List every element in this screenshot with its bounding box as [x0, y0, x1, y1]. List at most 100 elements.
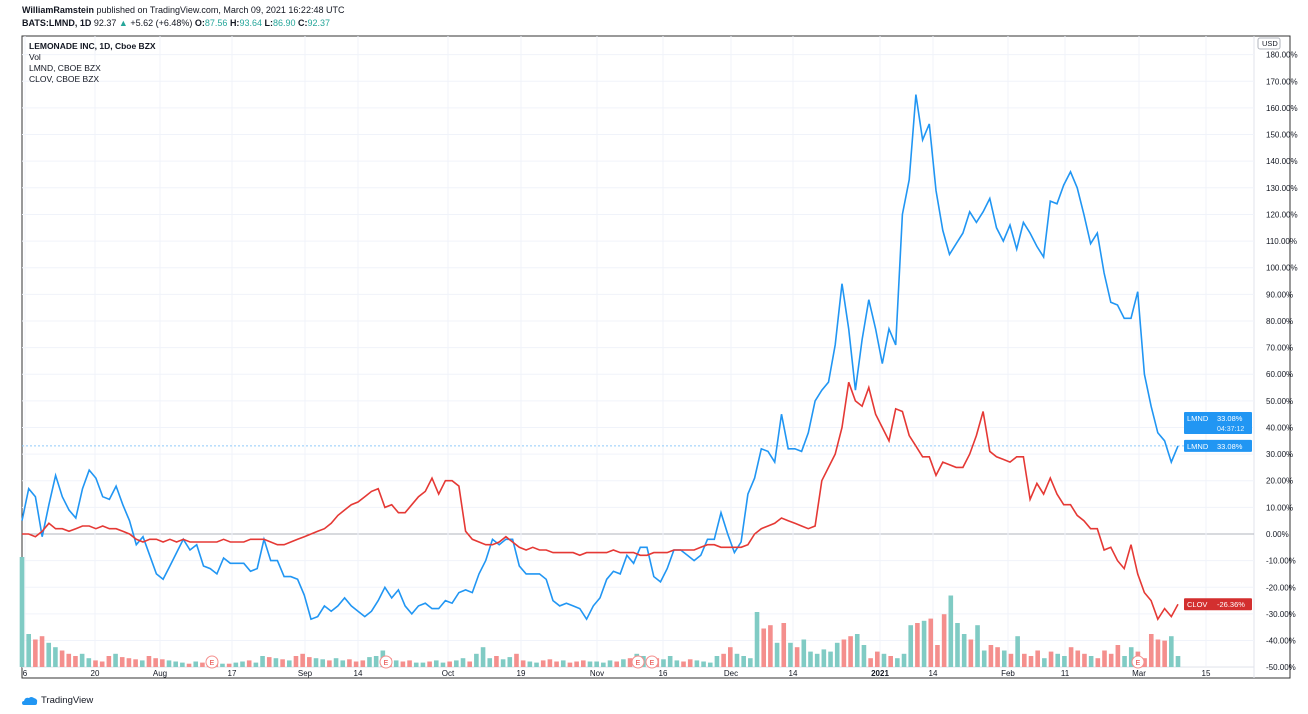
- volume-bar: [413, 662, 419, 667]
- volume-bar: [1122, 656, 1127, 667]
- volume-bar: [981, 650, 987, 667]
- author[interactable]: WilliamRamstein: [22, 5, 94, 15]
- x-tick-label: 20: [91, 669, 100, 678]
- currency-label[interactable]: USD: [1262, 39, 1278, 48]
- volume-bar: [66, 653, 72, 667]
- y-tick-label: 140.00%: [1266, 157, 1298, 166]
- volume-bar: [133, 659, 138, 667]
- volume-bar: [821, 649, 827, 667]
- lmnd-header-tag-name: LMND: [1187, 414, 1209, 423]
- tradingview-brand: TradingView: [41, 695, 94, 706]
- x-tick-label: Sep: [298, 669, 313, 678]
- y-tick-label: 30.00%: [1266, 450, 1293, 459]
- x-tick-label: 17: [228, 669, 237, 678]
- volume-bar: [861, 645, 867, 667]
- legend-clov[interactable]: CLOV, CBOE BZX: [29, 74, 100, 84]
- clov-tag: [1184, 598, 1252, 611]
- volume-bar: [280, 659, 285, 667]
- volume-bar: [988, 645, 994, 667]
- volume-bar: [814, 653, 820, 667]
- volume-bar: [534, 662, 539, 667]
- volume-bar: [433, 660, 439, 667]
- volume-bar: [667, 656, 673, 667]
- tradingview-cloud-icon: [22, 696, 38, 705]
- earnings-marker-label: E: [384, 660, 389, 667]
- y-tick-label: -50.00%: [1266, 663, 1296, 672]
- legend-lmnd[interactable]: LMND, CBOE BZX: [29, 63, 101, 73]
- volume-bar: [1048, 651, 1054, 667]
- earnings-marker-label: E: [650, 660, 655, 667]
- volume-bar: [915, 623, 920, 667]
- tradingview-logo[interactable]: TradingView: [22, 695, 93, 706]
- volume-bar: [360, 660, 366, 667]
- x-tick-label: 15: [1202, 669, 1211, 678]
- up-arrow-icon: ▲: [118, 18, 128, 28]
- low-value: 86.90: [272, 18, 296, 28]
- y-tick-label: 60.00%: [1266, 370, 1293, 379]
- volume-bar: [146, 656, 152, 667]
- x-tick-label: 14: [354, 669, 363, 678]
- volume-bar: [1082, 653, 1087, 667]
- volume-bar: [367, 657, 372, 667]
- volume-bar: [186, 663, 192, 667]
- lmnd-tag-name: LMND: [1187, 442, 1209, 451]
- legend-vol[interactable]: Vol: [29, 52, 41, 62]
- volume-bar: [200, 662, 205, 667]
- volume-bar: [266, 657, 272, 667]
- earnings-marker[interactable]: [645, 655, 659, 669]
- series-line-clov[interactable]: [22, 381, 1179, 621]
- volume-bar: [260, 656, 265, 667]
- volume-bar: [1102, 650, 1107, 667]
- earnings-marker[interactable]: [379, 655, 393, 669]
- volume-bar: [353, 661, 359, 667]
- volume-bar: [19, 557, 25, 667]
- volume-bar: [808, 651, 813, 667]
- earnings-marker[interactable]: [1131, 655, 1145, 669]
- currency-box: [1257, 37, 1281, 50]
- volume-bar: [687, 659, 693, 667]
- volume-bar: [1108, 653, 1114, 667]
- lmnd-tag: [1184, 439, 1252, 452]
- series-line-lmnd[interactable]: [21, 94, 1179, 621]
- x-tick-label: Dec: [724, 669, 738, 678]
- y-tick-label: 160.00%: [1266, 104, 1298, 113]
- volume-bar: [93, 660, 98, 667]
- volume-bar: [440, 662, 446, 667]
- volume-bar: [868, 658, 873, 667]
- volume-bar: [587, 661, 593, 667]
- volume-bar: [801, 639, 807, 667]
- volume-bar: [895, 658, 900, 667]
- volume-bar: [734, 653, 740, 667]
- volume-bar: [834, 642, 840, 667]
- volume-bar: [327, 660, 332, 667]
- volume-bar: [661, 659, 666, 667]
- x-tick-label: Nov: [590, 669, 604, 678]
- volume-bar: [347, 659, 352, 667]
- earnings-marker[interactable]: [631, 655, 645, 669]
- x-tick-label: 16: [659, 669, 668, 678]
- volume-bar: [694, 660, 700, 667]
- volume-bar: [781, 623, 787, 667]
- y-tick-label: 120.00%: [1266, 210, 1298, 219]
- volume-bar: [788, 642, 793, 667]
- volume-bar: [968, 639, 974, 667]
- last-price: 92.37: [93, 18, 117, 28]
- volume-bar: [487, 658, 493, 667]
- volume-bar: [494, 656, 499, 667]
- volume-bar: [233, 662, 239, 667]
- volume-bar: [126, 658, 132, 667]
- lmnd-tag-value: 33.08%: [1217, 442, 1243, 451]
- volume-bar: [848, 636, 853, 667]
- volume-bar: [741, 656, 746, 667]
- volume-bar: [474, 653, 479, 667]
- volume-bar: [1028, 656, 1034, 667]
- earnings-marker[interactable]: [205, 655, 219, 669]
- volume-bar: [854, 634, 860, 667]
- volume-bar: [721, 653, 726, 667]
- y-tick-label: 180.00%: [1266, 51, 1298, 60]
- x-tick-label: 6: [23, 669, 28, 678]
- legend-main[interactable]: LEMONADE INC, 1D, Cboe BZX: [29, 41, 156, 51]
- volume-bar: [99, 661, 105, 667]
- volume-bar: [841, 639, 847, 667]
